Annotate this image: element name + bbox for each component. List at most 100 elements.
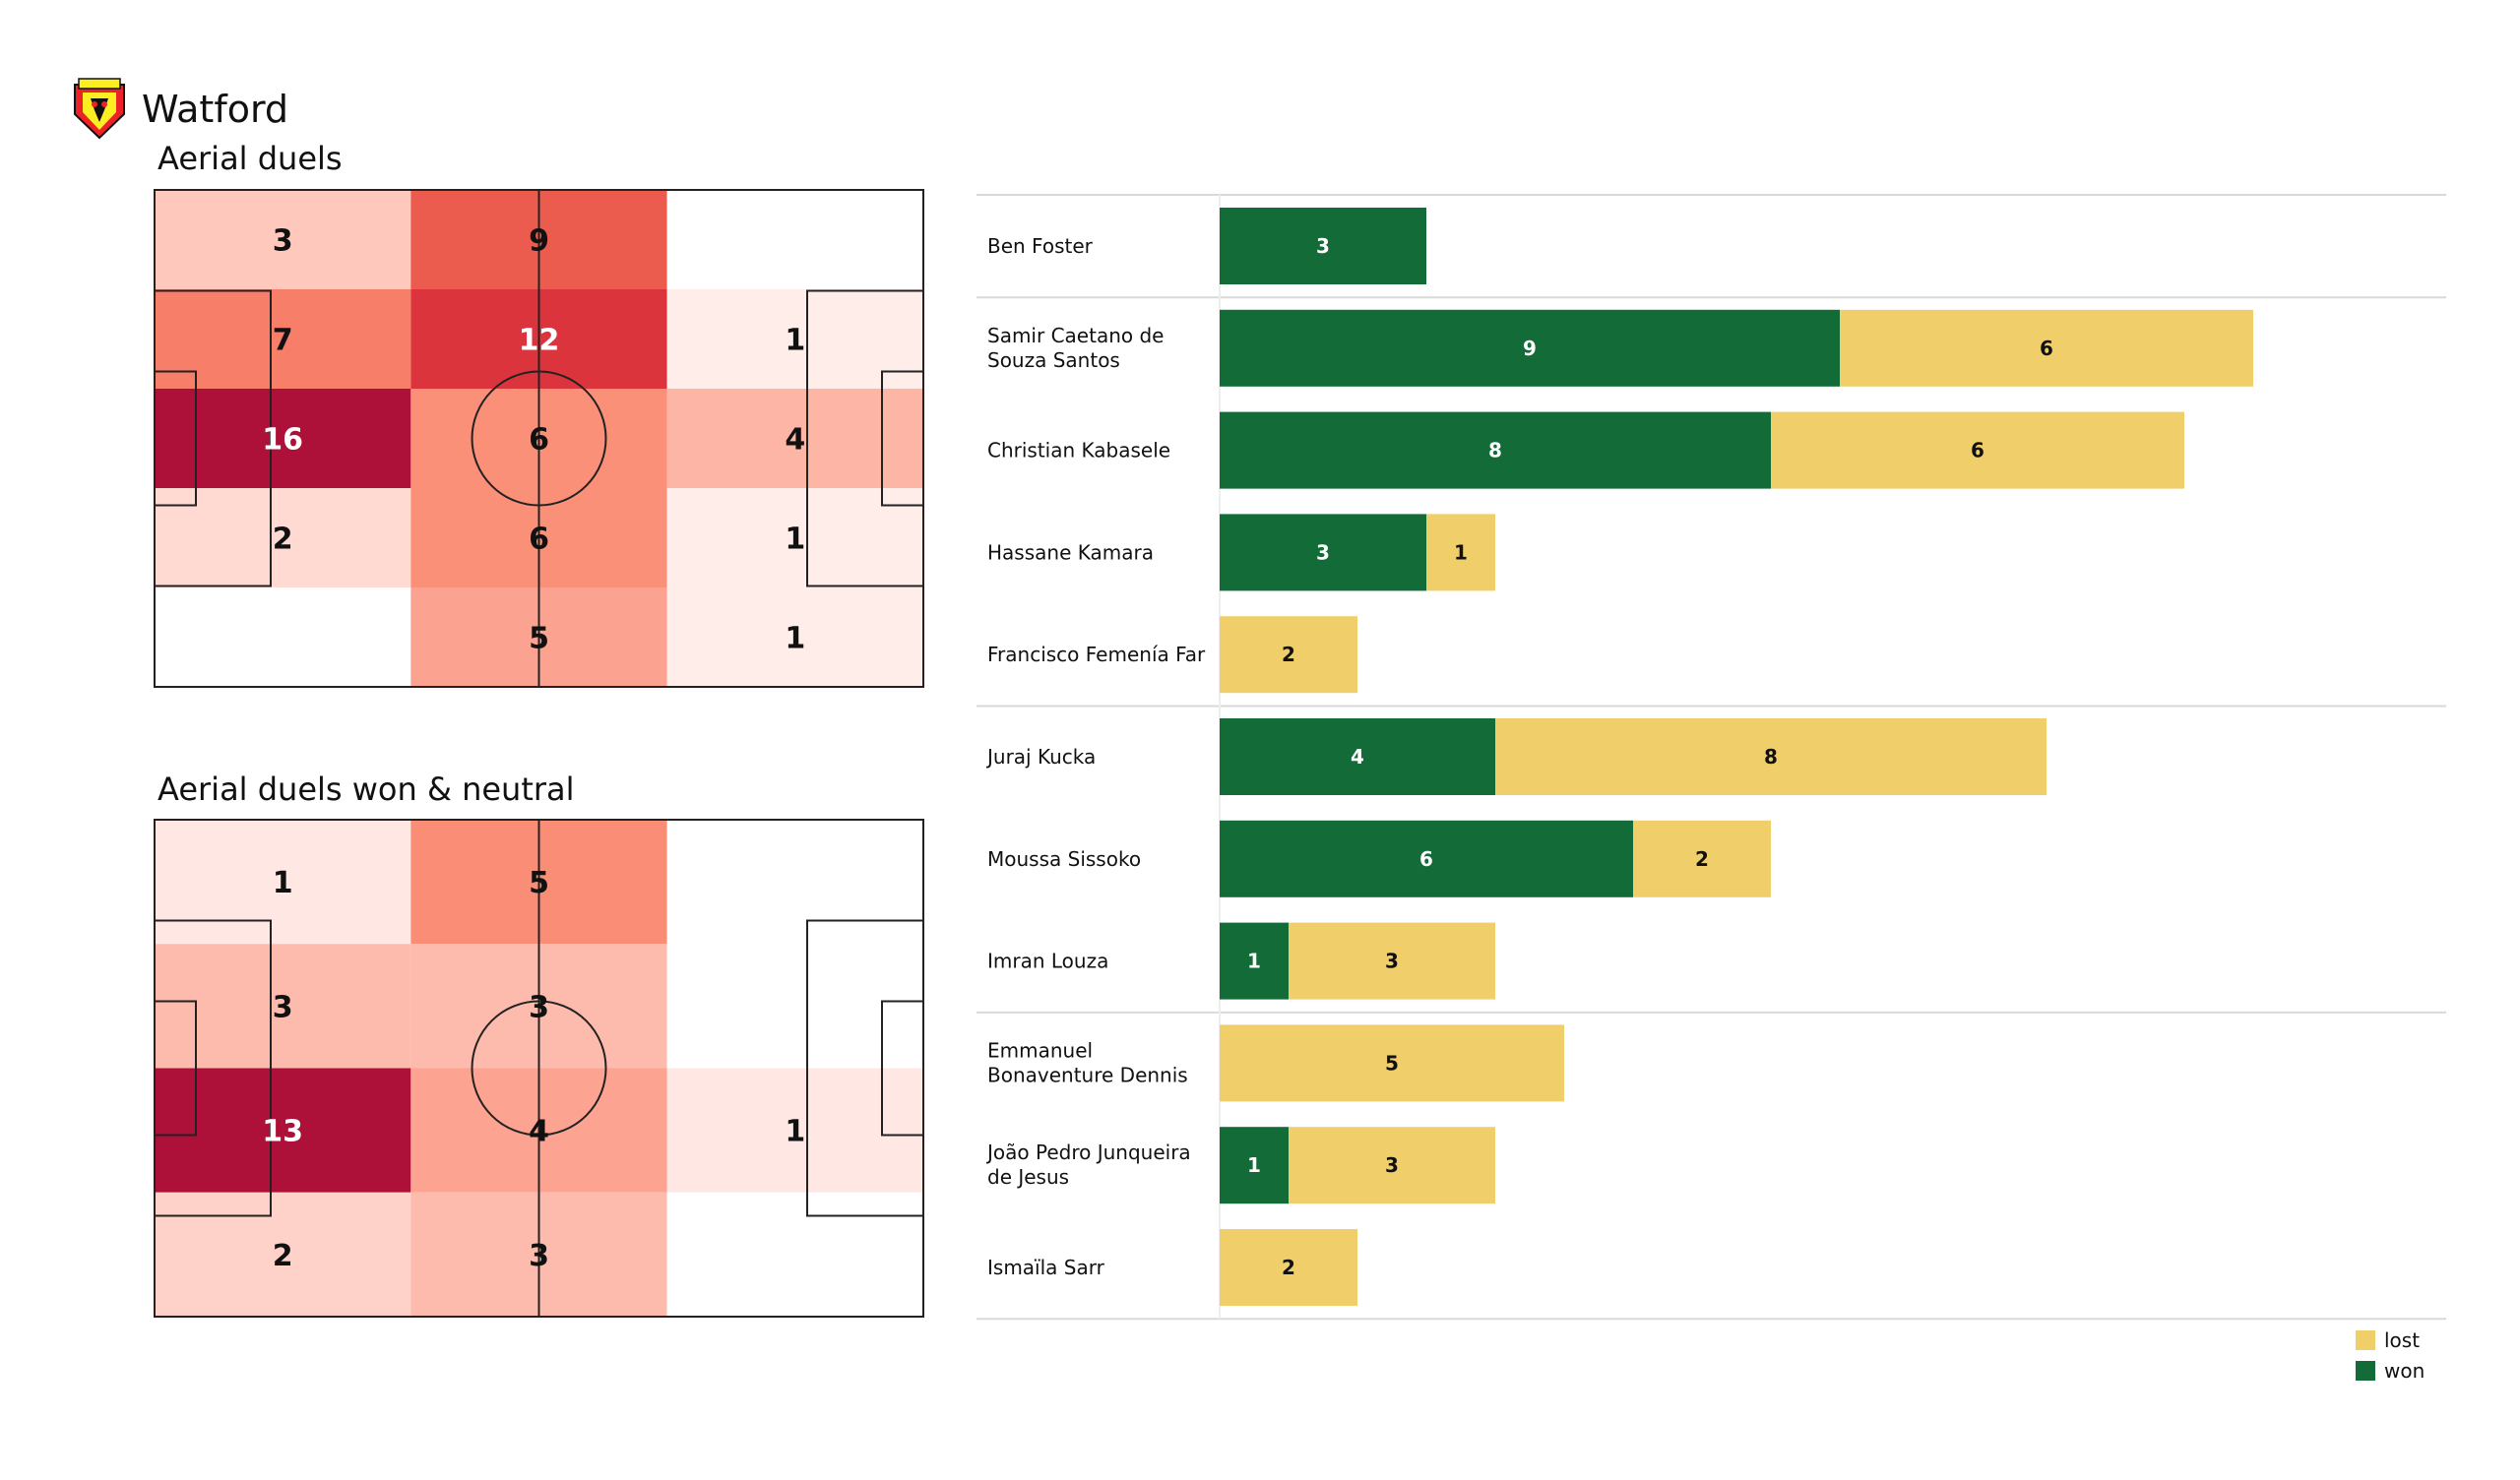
bar-value-label: 2 — [1282, 1256, 1295, 1279]
bar-won — [1220, 718, 1495, 795]
heat-cell-label: 3 — [273, 990, 293, 1024]
heat-cell-label: 13 — [262, 1115, 303, 1149]
bar-lost — [1840, 309, 2253, 387]
player-label-line: Samir Caetano de — [987, 324, 1164, 347]
bar-value-label: 6 — [2040, 337, 2053, 360]
heat-cell-label: 3 — [529, 990, 549, 1024]
player-label-line: Moussa Sissoko — [987, 847, 1141, 871]
bar-won — [1220, 208, 1426, 284]
legend: lost won — [2356, 1328, 2425, 1383]
player-label-line: Emmanuel — [987, 1038, 1093, 1062]
player-label-line: Ben Foster — [987, 234, 1094, 258]
bar-value-label: 3 — [1385, 1153, 1399, 1177]
bar-value-label: 1 — [1247, 950, 1261, 973]
bar-value-label: 4 — [1351, 745, 1364, 769]
heat-cell-label: 4 — [529, 1115, 549, 1149]
heat-cell-label: 5 — [529, 622, 549, 656]
bar-won — [1220, 922, 1289, 1000]
left-six-yard-box — [154, 1000, 197, 1137]
heat-cell-label: 16 — [262, 423, 303, 458]
legend-swatch-lost — [2356, 1330, 2375, 1350]
legend-label-lost: lost — [2384, 1328, 2420, 1352]
heat-cell-label: 9 — [529, 224, 549, 259]
heat-cell — [155, 1068, 411, 1193]
heat-cell-label: 1 — [273, 866, 293, 900]
left-six-yard-box — [154, 370, 197, 507]
player-label: Ismaïla Sarr — [987, 1256, 1105, 1279]
player-label-line: Ismaïla Sarr — [987, 1256, 1105, 1279]
bar-won — [1220, 514, 1426, 591]
player-label-line: Juraj Kucka — [985, 745, 1096, 769]
bar-value-label: 8 — [1488, 439, 1502, 462]
heat-cell — [666, 389, 923, 488]
bar-value-label: 2 — [1695, 847, 1709, 871]
heat-cell — [666, 820, 923, 945]
heat-cell-label: 1 — [785, 324, 805, 358]
right-six-yard-box — [881, 1000, 924, 1137]
bar-won — [1220, 1127, 1289, 1204]
player-label: Francisco Femenía Far — [987, 643, 1206, 666]
heatmap-title-aerial-duels-won-neutral: Aerial duels won & neutral — [158, 771, 575, 808]
player-label: Emmanuel Bonaventure Dennis — [987, 1038, 1188, 1086]
player-label: Samir Caetano de Souza Santos — [987, 324, 1164, 372]
player-label-line: Francisco Femenía Far — [987, 643, 1206, 666]
heat-cell-label: 3 — [529, 1239, 549, 1273]
bar-lost — [1495, 718, 2047, 795]
bar-value-label: 3 — [1316, 540, 1330, 564]
team-name: Watford — [142, 88, 289, 131]
player-label-line: Imran Louza — [987, 950, 1108, 973]
bar-won — [1220, 309, 1840, 387]
heat-cell — [155, 820, 411, 945]
heat-cell-label: 2 — [273, 523, 293, 557]
heat-cell — [666, 190, 923, 289]
heat-cell-label: 7 — [273, 324, 293, 358]
center-circle — [471, 370, 607, 507]
bar-lost — [1289, 922, 1495, 1000]
player-label: João Pedro Junqueira de Jesus — [985, 1141, 1191, 1189]
pitch-heatmap-1: 3 9 7 12 1 16 6 4 2 6 1 5 1 — [154, 189, 924, 688]
bar-value-label: 8 — [1764, 745, 1778, 769]
heat-cell-label: 6 — [529, 423, 549, 458]
player-label-line: Souza Santos — [987, 348, 1120, 372]
player-label: Juraj Kucka — [985, 745, 1096, 769]
player-label: Hassane Kamara — [987, 540, 1154, 564]
team-header: Watford — [71, 75, 288, 144]
legend-label-won: won — [2384, 1359, 2425, 1383]
heat-cell-label: 1 — [785, 622, 805, 656]
bar-lost — [1220, 1024, 1564, 1102]
player-label: Imran Louza — [987, 950, 1108, 973]
heat-cell-label: 6 — [529, 523, 549, 557]
heat-cell-label: 1 — [785, 1115, 805, 1149]
heat-cell — [155, 289, 411, 389]
watford-badge-icon — [74, 78, 125, 140]
bar-value-label: 6 — [1419, 847, 1433, 871]
heat-cell — [666, 1192, 923, 1317]
bar-lost — [1220, 616, 1357, 694]
bar-value-label: 9 — [1523, 337, 1537, 360]
heat-cell — [155, 587, 411, 687]
player-label-line: de Jesus — [987, 1165, 1069, 1189]
legend-swatch-won — [2356, 1361, 2375, 1381]
player-label: Ben Foster — [987, 234, 1094, 258]
bar-value-label: 3 — [1385, 950, 1399, 973]
bar-lost — [1220, 1229, 1357, 1306]
bar-lost — [1771, 411, 2184, 489]
heat-cell — [155, 190, 411, 289]
bar-value-label: 6 — [1971, 439, 1984, 462]
bar-value-label: 2 — [1282, 643, 1295, 666]
bar-value-label: 5 — [1385, 1051, 1399, 1075]
heatmaps-canvas: 3 97 12 116 6 42 6 15 11 53 313 4 12 3 — [154, 189, 924, 1318]
bar-won — [1220, 411, 1771, 489]
bar-won — [1220, 820, 1633, 897]
heat-cell-label: 2 — [273, 1239, 293, 1273]
heat-cell-label: 12 — [519, 324, 560, 358]
player-label-line: Hassane Kamara — [987, 540, 1154, 564]
bar-lost — [1633, 820, 1771, 897]
bar-value-label: 1 — [1247, 1153, 1261, 1177]
player-label-line: Christian Kabasele — [987, 439, 1170, 462]
heat-cell — [155, 1192, 411, 1317]
heat-cell-label: 3 — [273, 224, 293, 259]
heat-cell — [666, 587, 923, 687]
heatmap-title-aerial-duels: Aerial duels — [158, 140, 343, 177]
